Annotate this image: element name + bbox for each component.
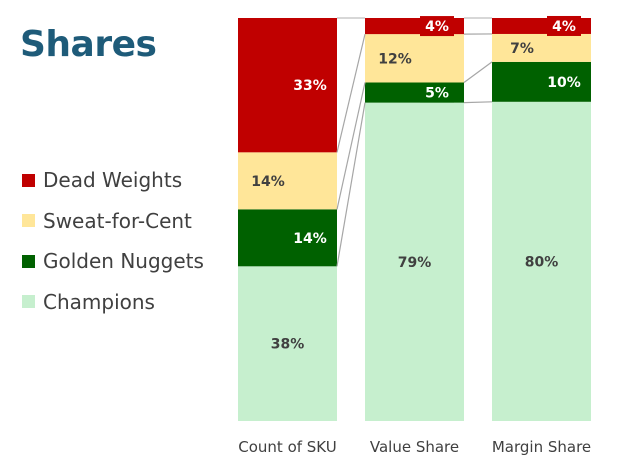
- bar-segment-sweat-for-cent: [238, 152, 337, 210]
- category-label: Value Share: [370, 438, 459, 456]
- bar-segment-champions: [238, 266, 337, 421]
- bar-segment-golden-nuggets: [238, 209, 337, 267]
- legend-swatch-golden-nuggets: [22, 254, 35, 268]
- bar-segment-golden-nuggets: [492, 61, 591, 102]
- series-line: [463, 101, 493, 104]
- data-label: 79%: [398, 255, 432, 271]
- bar-segment-sweat-for-cent: [492, 33, 591, 62]
- bar-segment-dead-weights: [238, 18, 337, 153]
- legend-item-sweat-for-cent: Sweat-for-Cent: [22, 201, 204, 242]
- legend-item-champions: Champions: [22, 282, 204, 323]
- series-line: [336, 82, 366, 210]
- data-label: 4%: [552, 19, 576, 35]
- data-label-background: [420, 16, 454, 37]
- bar-segment-champions: [492, 101, 591, 421]
- data-label: 5%: [425, 86, 449, 102]
- data-label: 4%: [425, 19, 449, 35]
- data-label: 14%: [251, 174, 285, 190]
- legend-swatch-sweat-for-cent: [22, 214, 35, 228]
- data-label: 38%: [271, 337, 305, 353]
- category-label: Margin Share: [492, 438, 591, 456]
- legend-label: Sweat-for-Cent: [43, 208, 192, 233]
- legend-swatch-dead-weights: [22, 173, 35, 187]
- category-label: Count of SKU: [238, 438, 336, 456]
- legend-item-golden-nuggets: Golden Nuggets: [22, 241, 204, 282]
- legend-label: Champions: [43, 289, 155, 314]
- bar-segment-sweat-for-cent: [365, 34, 464, 83]
- data-label: 33%: [293, 78, 327, 94]
- series-line: [463, 61, 493, 83]
- legend-item-dead-weights: Dead Weights: [22, 160, 204, 201]
- data-label: 12%: [378, 51, 412, 67]
- data-label: 80%: [525, 254, 559, 270]
- data-label: 10%: [547, 75, 581, 91]
- data-label: 7%: [510, 41, 534, 57]
- bar-segment-champions: [365, 102, 464, 421]
- legend: Dead Weights Sweat-for-Cent Golden Nugge…: [22, 160, 204, 322]
- legend-label: Dead Weights: [43, 168, 183, 193]
- series-line: [336, 33, 366, 153]
- data-label: 14%: [293, 231, 327, 247]
- chart-title: Shares: [20, 24, 157, 65]
- data-label-background: [420, 82, 454, 103]
- series-line: [336, 102, 366, 267]
- data-label-background: [547, 15, 581, 36]
- legend-swatch-champions: [22, 295, 35, 309]
- legend-label: Golden Nuggets: [43, 249, 204, 274]
